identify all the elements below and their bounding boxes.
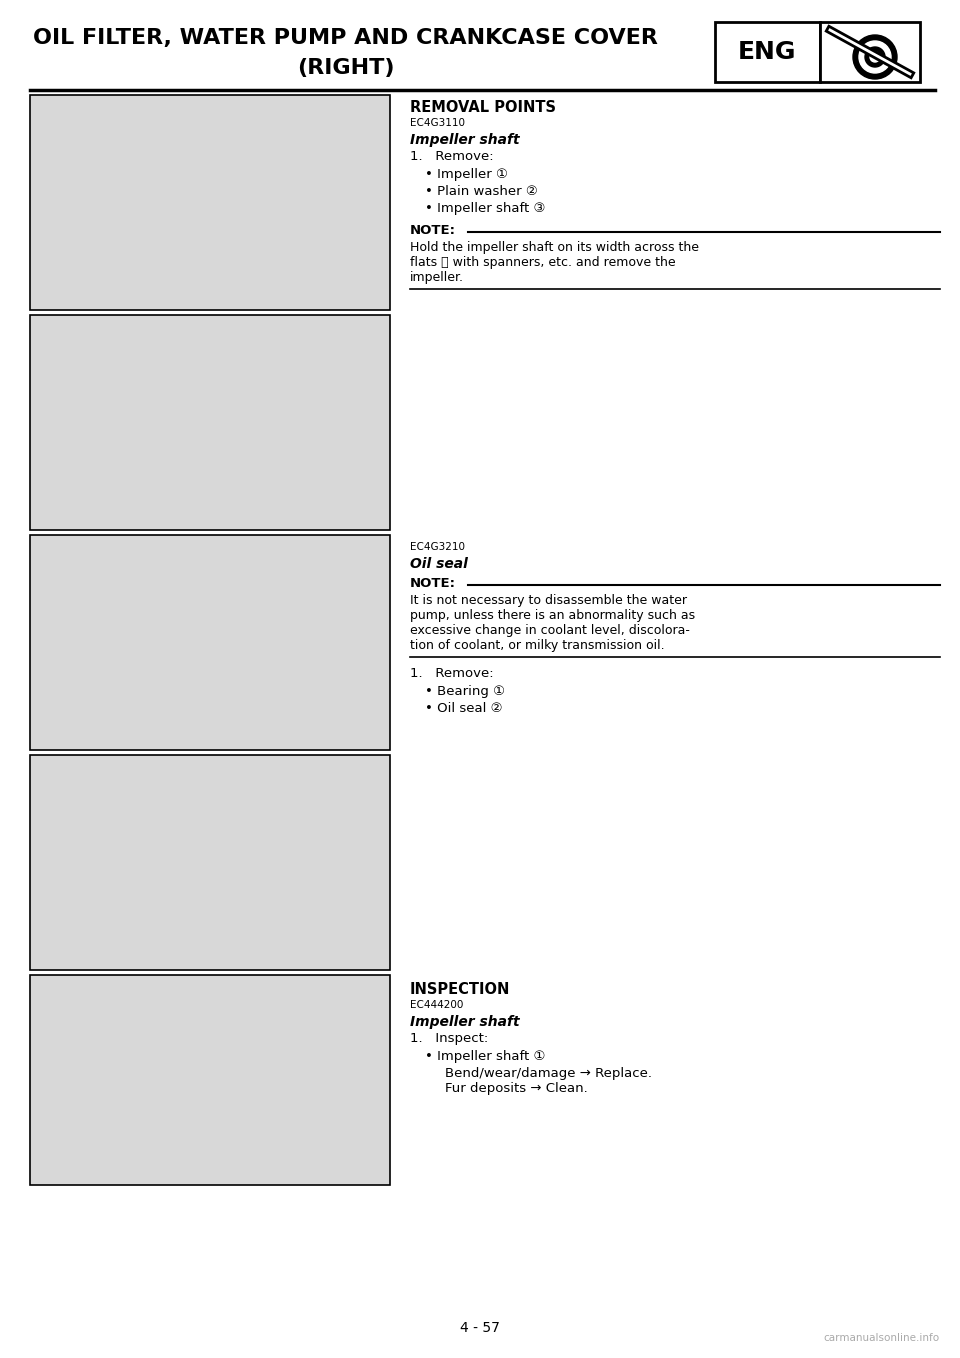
Text: Fur deposits → Clean.: Fur deposits → Clean. — [445, 1082, 588, 1095]
Text: Oil seal: Oil seal — [410, 557, 468, 570]
Text: • Bearing ①: • Bearing ① — [425, 684, 505, 698]
Text: REMOVAL POINTS: REMOVAL POINTS — [410, 100, 556, 115]
Text: NOTE:: NOTE: — [410, 224, 456, 238]
Polygon shape — [820, 22, 920, 81]
Text: pump, unless there is an abnormality such as: pump, unless there is an abnormality suc… — [410, 608, 695, 622]
Text: It is not necessary to disassemble the water: It is not necessary to disassemble the w… — [410, 593, 687, 607]
Text: 1.   Inspect:: 1. Inspect: — [410, 1032, 489, 1046]
Text: • Impeller ①: • Impeller ① — [425, 168, 508, 181]
Text: EC444200: EC444200 — [410, 999, 464, 1010]
Text: carmanualsonline.info: carmanualsonline.info — [824, 1334, 940, 1343]
Text: excessive change in coolant level, discolora-: excessive change in coolant level, disco… — [410, 623, 690, 637]
FancyBboxPatch shape — [30, 535, 390, 750]
Text: • Oil seal ②: • Oil seal ② — [425, 702, 502, 716]
Text: 1.   Remove:: 1. Remove: — [410, 149, 493, 163]
Text: OIL FILTER, WATER PUMP AND CRANKCASE COVER: OIL FILTER, WATER PUMP AND CRANKCASE COV… — [34, 29, 658, 48]
Text: • Impeller shaft ③: • Impeller shaft ③ — [425, 202, 545, 215]
Text: EC4G3210: EC4G3210 — [410, 542, 465, 551]
Text: Bend/wear/damage → Replace.: Bend/wear/damage → Replace. — [445, 1067, 652, 1080]
Text: EC4G3110: EC4G3110 — [410, 118, 465, 128]
Text: • Impeller shaft ①: • Impeller shaft ① — [425, 1050, 545, 1063]
Text: • Plain washer ②: • Plain washer ② — [425, 185, 538, 198]
Text: (RIGHT): (RIGHT) — [297, 58, 395, 77]
Text: Impeller shaft: Impeller shaft — [410, 1014, 519, 1029]
Circle shape — [865, 48, 885, 67]
Text: 1.   Remove:: 1. Remove: — [410, 667, 493, 680]
Text: 4 - 57: 4 - 57 — [460, 1321, 500, 1335]
Circle shape — [870, 52, 880, 62]
Text: flats ⓐ with spanners, etc. and remove the: flats ⓐ with spanners, etc. and remove t… — [410, 257, 676, 269]
FancyBboxPatch shape — [30, 95, 390, 310]
Circle shape — [859, 41, 891, 73]
Text: Hold the impeller shaft on its width across the: Hold the impeller shaft on its width acr… — [410, 240, 699, 254]
Text: tion of coolant, or milky transmission oil.: tion of coolant, or milky transmission o… — [410, 640, 664, 652]
Circle shape — [853, 35, 897, 79]
Text: ENG: ENG — [738, 39, 797, 64]
FancyBboxPatch shape — [30, 315, 390, 530]
FancyBboxPatch shape — [30, 975, 390, 1186]
FancyBboxPatch shape — [30, 755, 390, 970]
Text: Impeller shaft: Impeller shaft — [410, 133, 519, 147]
Text: NOTE:: NOTE: — [410, 577, 456, 589]
Text: impeller.: impeller. — [410, 272, 464, 284]
Text: INSPECTION: INSPECTION — [410, 982, 511, 997]
Polygon shape — [715, 22, 820, 81]
